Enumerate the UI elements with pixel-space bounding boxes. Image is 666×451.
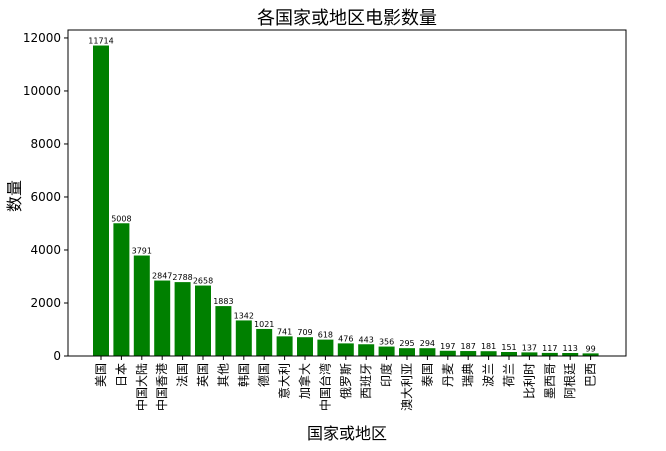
x-tick-label: 日本: [114, 363, 128, 387]
bar: [562, 353, 579, 356]
x-tick-label: 加拿大: [297, 363, 312, 399]
x-tick-label: 韩国: [236, 363, 251, 387]
x-tick-label: 瑞典: [461, 363, 475, 387]
x-tick-label: 泰国: [420, 363, 434, 387]
y-tick-label: 8000: [30, 137, 61, 151]
value-label: 618: [318, 331, 333, 340]
bar: [215, 306, 232, 356]
x-tick-label: 西班牙: [359, 363, 373, 399]
x-tick-label: 比利时: [522, 363, 536, 399]
y-tick-label: 10000: [23, 84, 61, 98]
value-label: 1342: [234, 311, 254, 320]
x-axis-label: 国家或地区: [307, 424, 387, 443]
x-tick-label: 中国香港: [154, 363, 169, 411]
value-labels: 11714 5008 3791 2847 2788 2658 188313421021741…: [88, 37, 595, 354]
x-tick-label: 阿根廷: [563, 363, 577, 399]
y-tick-label: 0: [53, 349, 61, 363]
value-label: 99: [586, 344, 596, 353]
value-label: 2658: [193, 277, 213, 286]
value-label: 187: [461, 342, 476, 351]
x-tick-label: 波兰: [482, 363, 496, 387]
x-tick-label: 巴西: [584, 363, 598, 387]
value-label: 443: [359, 335, 374, 344]
bar: [235, 320, 252, 356]
value-label: 1883: [213, 297, 233, 306]
y-axis-label: 数量: [5, 180, 24, 212]
x-tick-label: 英国: [196, 363, 210, 387]
bar: [276, 336, 293, 356]
y-tick-label: 4000: [30, 243, 61, 257]
y-tick-label: 12000: [23, 31, 61, 45]
value-label: 3791: [132, 247, 152, 256]
bar: [358, 344, 375, 356]
x-tick-label: 俄罗斯: [339, 363, 353, 399]
x-tick-label: 美国: [94, 363, 108, 387]
bar: [460, 351, 477, 356]
bars-layer: [93, 45, 599, 357]
x-tick-label: 荷兰: [502, 363, 516, 387]
bar: [113, 223, 130, 356]
bar: [93, 45, 109, 357]
x-tick-label: 德国: [256, 363, 271, 387]
bar: [480, 351, 497, 356]
bar: [541, 352, 558, 356]
value-label: 476: [338, 334, 353, 343]
bar: [297, 337, 313, 356]
y-ticks: 0 2000 4000 6000 8000 10000 12000: [23, 31, 68, 363]
value-label: 5008: [111, 214, 131, 223]
x-tick-label: 墨西哥: [543, 363, 557, 399]
bar: [133, 255, 150, 356]
bar: [174, 282, 191, 356]
bar: [154, 280, 171, 356]
value-label: 197: [440, 342, 455, 351]
bar: [317, 339, 334, 356]
value-label: 356: [379, 338, 394, 347]
value-label: 117: [542, 344, 557, 353]
value-label: 2788: [172, 273, 192, 282]
value-label: 741: [277, 327, 292, 336]
bar: [378, 346, 395, 356]
plot-frame: [67, 29, 627, 357]
x-tick-label: 法国: [176, 363, 190, 387]
value-label: 1021: [254, 320, 274, 329]
x-tick-label: 意大利: [277, 363, 292, 399]
bar: [501, 351, 517, 356]
x-tick-label: 中国大陆: [134, 363, 149, 411]
value-label: 113: [563, 344, 578, 353]
value-label: 11714: [88, 37, 113, 46]
value-label: 709: [297, 328, 312, 337]
bar: [337, 343, 354, 356]
x-tick-label: 中国台湾: [317, 363, 332, 411]
x-tick-label: 澳大利亚: [400, 363, 414, 411]
chart-title: 各国家或地区电影数量: [257, 8, 437, 29]
value-label: 137: [522, 343, 537, 352]
bar: [256, 328, 273, 356]
bar: [419, 348, 436, 356]
y-tick-label: 6000: [30, 190, 61, 204]
value-label: 295: [399, 339, 414, 348]
bar: [521, 352, 538, 356]
bar: [439, 350, 456, 356]
y-tick-label: 2000: [30, 296, 61, 310]
value-label: 2847: [152, 272, 172, 281]
bar: [582, 353, 599, 356]
value-label: 181: [481, 342, 496, 351]
bar: [195, 285, 211, 356]
value-label: 294: [420, 339, 435, 348]
x-tick-labels: 美国 日本 中国大陆 中国香港 法国 英国 其他 韩国 德国 意大利 加拿大 中国台湾 俄罗斯 西班牙 印度…: [94, 356, 598, 411]
bar: [399, 348, 415, 356]
x-tick-label: 其他: [216, 363, 230, 387]
x-tick-label: 印度: [379, 363, 394, 387]
value-label: 151: [501, 343, 516, 352]
x-tick-label: 丹麦: [441, 363, 455, 387]
